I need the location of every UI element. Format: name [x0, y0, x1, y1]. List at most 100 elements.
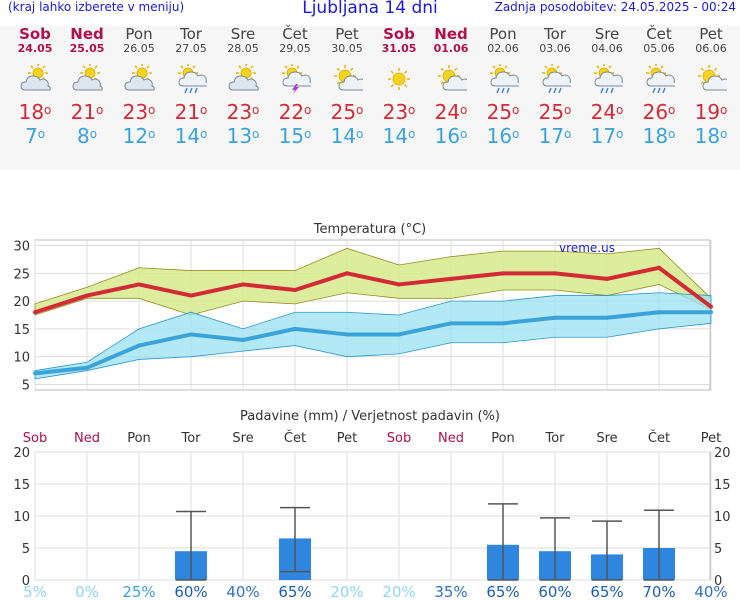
- sun-rain-icon: [178, 64, 207, 94]
- page-title: Ljubljana 14 dni: [302, 0, 438, 18]
- temperature-y-tick: 5: [22, 378, 30, 393]
- precipitation-day-label: Pon: [491, 431, 515, 446]
- temp-point: [501, 321, 505, 326]
- day-name: Ned: [434, 25, 468, 43]
- partly-cloudy-icon: [20, 64, 51, 91]
- day-column: Ned 01.06 24o 16o: [425, 25, 477, 149]
- partly-cloudy-icon: [228, 64, 259, 91]
- temp-point: [345, 332, 349, 337]
- precipitation-y-tick-right: 15: [714, 478, 731, 493]
- precipitation-probability: 20%: [330, 583, 363, 600]
- precipitation-day-label: Tor: [544, 431, 565, 446]
- temp-max: 22o: [278, 100, 312, 124]
- temp-min: 12o: [122, 124, 156, 148]
- temp-point: [345, 271, 349, 276]
- day-date: 02.06: [487, 42, 519, 55]
- max-temp-line: [34, 265, 713, 315]
- temp-point: [293, 288, 297, 292]
- day-date: 03.06: [539, 42, 571, 55]
- precipitation-day-label: Sob: [387, 431, 411, 446]
- temp-point: [241, 282, 245, 287]
- day-date: 06.06: [695, 42, 727, 55]
- thunderstorm-icon: [282, 64, 311, 94]
- temp-point: [189, 293, 193, 298]
- precipitation-day-label: Pet: [701, 431, 721, 446]
- day-date: 29.05: [279, 42, 311, 55]
- precipitation-probability: 35%: [434, 583, 467, 600]
- temp-point: [85, 365, 89, 370]
- temp-min: 14o: [382, 124, 416, 148]
- min-temp-line: [34, 310, 711, 376]
- temp-min: 17o: [590, 124, 624, 148]
- temp-min: 8o: [76, 124, 98, 148]
- day-date: 30.05: [331, 42, 363, 55]
- temp-max: 21o: [174, 100, 208, 124]
- sun-rain-icon: [542, 64, 571, 94]
- day-name: Sre: [230, 25, 256, 43]
- temp-point: [397, 282, 401, 287]
- sun-rain-icon: [594, 64, 623, 94]
- precipitation-probability: 65%: [278, 583, 311, 600]
- precipitation-probability: 65%: [486, 583, 519, 600]
- day-column: Ned 25.05 21o 8o: [61, 26, 113, 149]
- temp-min: 14o: [174, 124, 208, 148]
- temp-point: [709, 310, 713, 315]
- temp-min: 18o: [642, 124, 676, 148]
- temp-max: 25o: [330, 100, 364, 124]
- temp-point: [189, 332, 193, 337]
- last-update: Zadnja posodobitev: 24.05.2025 - 00:24: [494, 0, 736, 14]
- temperature-y-tick: 25: [13, 267, 30, 282]
- temp-min: 18o: [694, 124, 728, 148]
- precipitation-probability: 25%: [122, 583, 155, 600]
- temperature-chart: Temperatura (°C) 5 10 15 20 25 30 vreme.us: [13, 222, 713, 393]
- mostly-sunny-icon: [334, 65, 363, 91]
- precipitation-probability: 60%: [538, 583, 571, 600]
- precipitation-y-tick-left: 10: [13, 510, 30, 525]
- partly-cloudy-icon: [72, 64, 103, 91]
- precipitation-y-tick-right: 10: [714, 510, 731, 525]
- temp-point: [605, 276, 609, 281]
- temp-max: 23o: [382, 100, 416, 124]
- precipitation-probability: 60%: [174, 583, 207, 600]
- temp-point: [397, 332, 401, 337]
- sun-rain-icon: [490, 64, 519, 94]
- temp-point: [449, 276, 453, 281]
- day-column: Tor 03.06 25o 17o: [529, 25, 581, 149]
- temp-point: [709, 304, 713, 309]
- precipitation-y-tick-right: 20: [714, 446, 731, 461]
- day-column: Pet 06.06 19o 18o: [685, 25, 737, 149]
- mostly-sunny-icon: [438, 65, 467, 91]
- precipitation-probability: 0%: [75, 583, 99, 600]
- precipitation-chart-title: Padavine (mm) / Verjetnost padavin (%): [240, 409, 500, 424]
- day-name: Pet: [699, 25, 723, 43]
- day-name: Tor: [544, 25, 566, 43]
- temp-point: [501, 271, 505, 276]
- precipitation-day-label: Ned: [74, 431, 100, 446]
- precipitation-y-tick-left: 5: [22, 542, 30, 557]
- precipitation-day-label: Ned: [438, 431, 464, 446]
- day-column: Sre 28.05 23o 13o: [217, 25, 269, 149]
- day-date: 24.05: [17, 42, 53, 55]
- day-name: Pon: [489, 25, 517, 43]
- day-column: Sob 24.05 18o 7o: [9, 26, 61, 149]
- precipitation-probability: 5%: [23, 583, 47, 600]
- temp-point: [657, 265, 661, 270]
- temp-point: [657, 310, 661, 315]
- temp-min: 13o: [226, 124, 260, 148]
- day-date: 26.05: [123, 42, 155, 55]
- day-name: Sre: [594, 25, 620, 43]
- temp-max: 21o: [70, 100, 104, 124]
- precipitation-probability: 40%: [694, 583, 727, 600]
- precipitation-y-tick-left: 20: [13, 446, 30, 461]
- day-column: Pon 02.06 25o 16o: [477, 25, 529, 149]
- temp-point: [553, 271, 557, 276]
- precipitation-y-tick-right: 5: [714, 542, 722, 557]
- temp-min: 14o: [330, 124, 364, 148]
- temp-max: 24o: [434, 100, 468, 124]
- day-column: Tor 27.05 21o 14o: [165, 26, 217, 149]
- day-date: 04.06: [591, 42, 623, 55]
- precipitation-day-label: Sre: [596, 431, 617, 446]
- temp-point: [33, 371, 37, 376]
- precipitation-day-label: Sob: [23, 431, 47, 446]
